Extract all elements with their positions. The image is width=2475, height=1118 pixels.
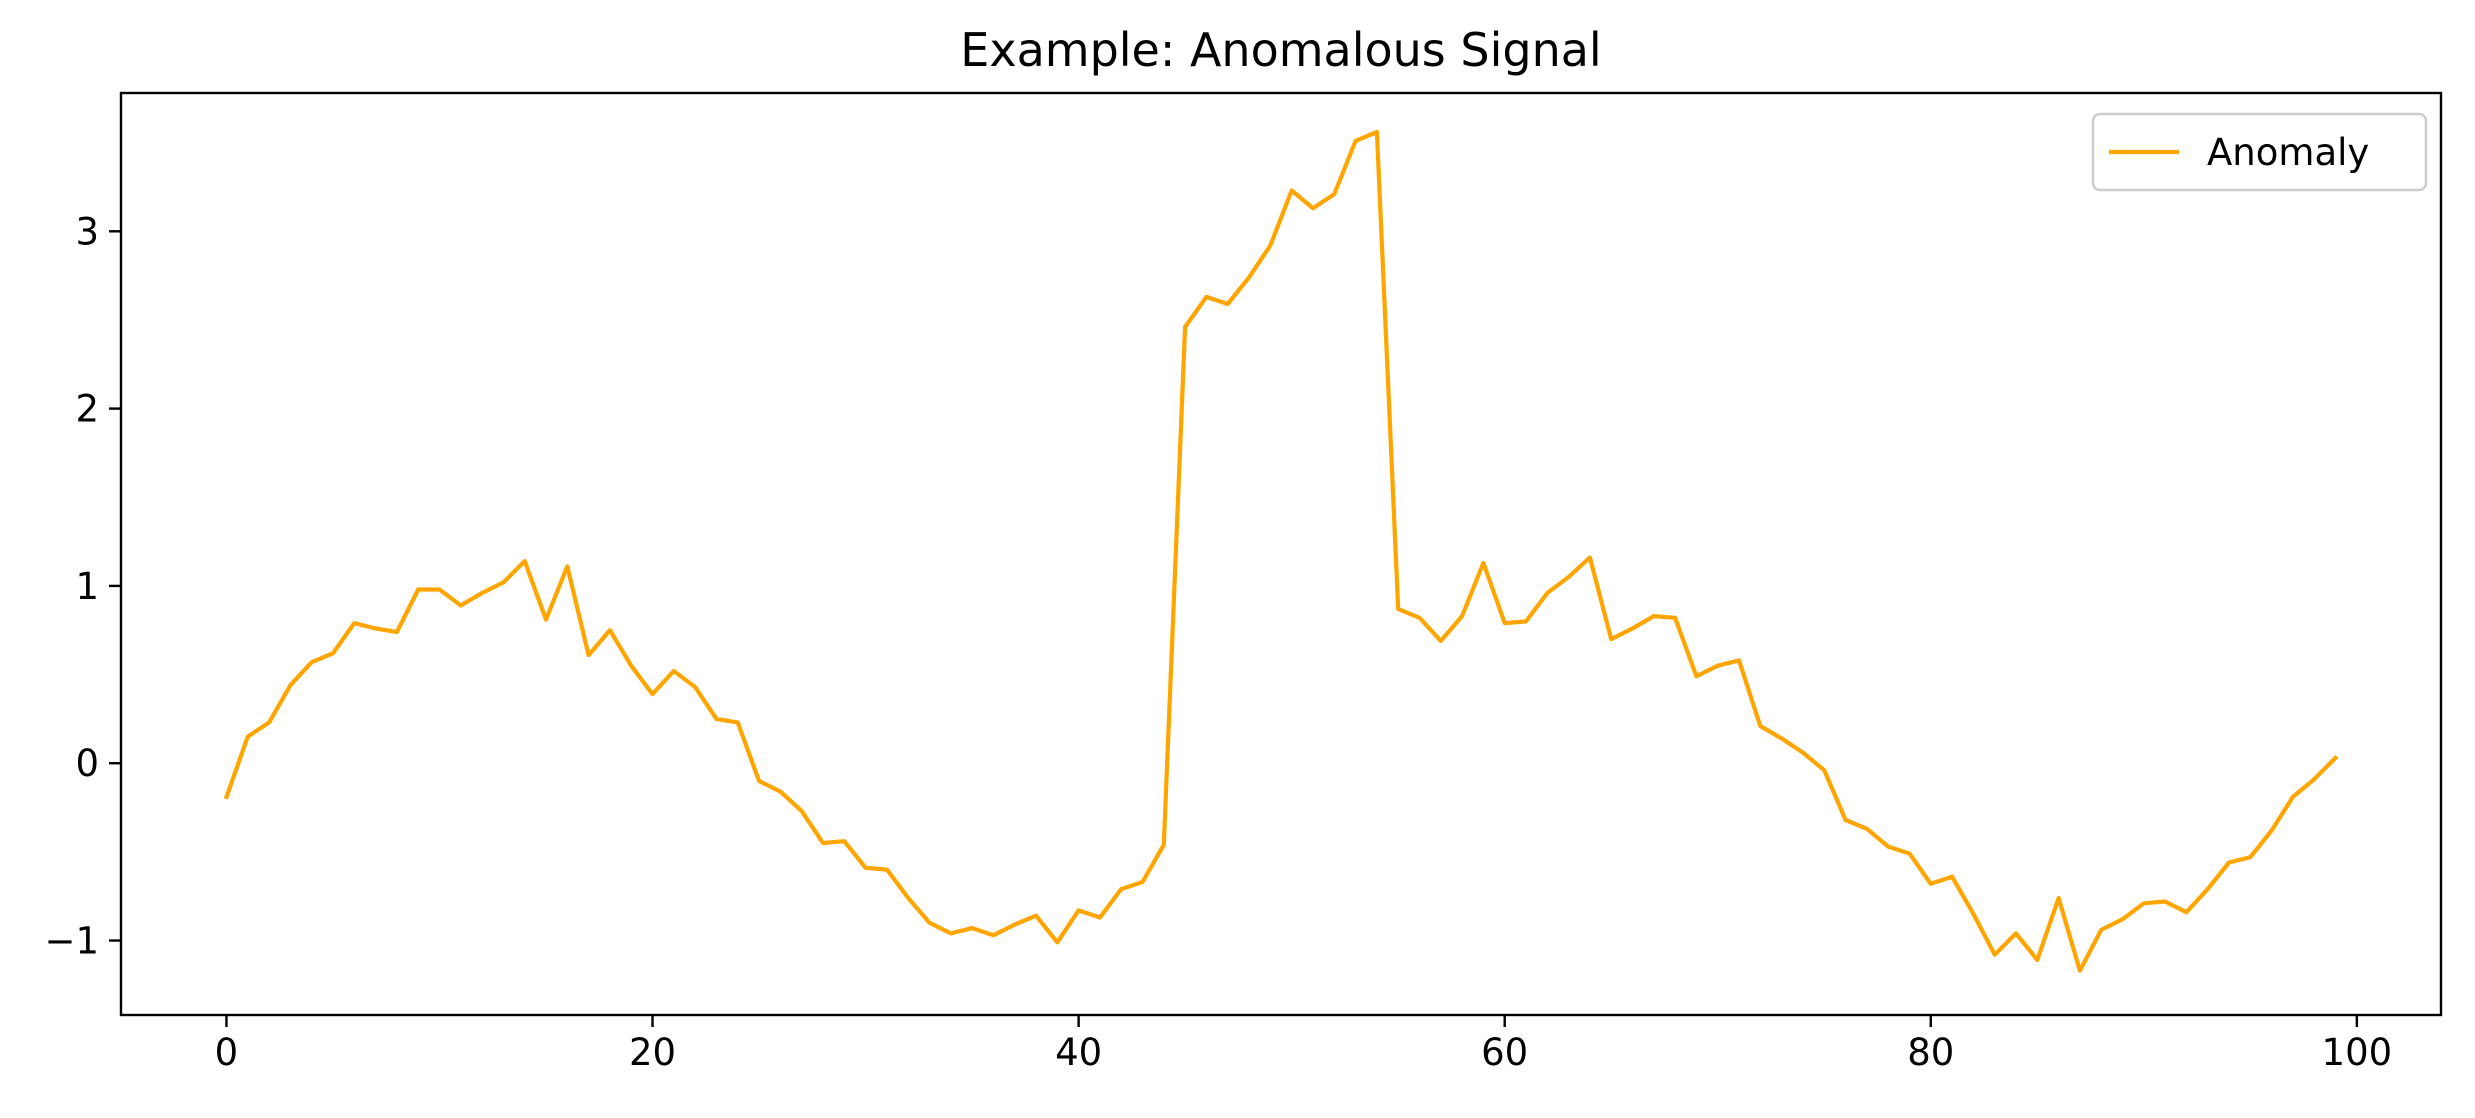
x-tick-label: 60 [1481, 1031, 1528, 1074]
plot-series [223, 129, 2339, 973]
x-tick-label: 100 [2322, 1031, 2393, 1074]
legend: Anomaly [2091, 112, 2428, 192]
x-tick-label: 0 [215, 1031, 239, 1074]
y-tick-label: −1 [44, 920, 99, 963]
legend-label: Anomaly [2207, 131, 2369, 174]
x-tick-label: 80 [1907, 1031, 1954, 1074]
series-line [223, 129, 2339, 973]
y-tick-label: 1 [75, 565, 99, 608]
x-axis: 0 20 40 60 80 100 [215, 1015, 2392, 1074]
x-tick-label: 20 [629, 1031, 676, 1074]
y-tick-label: 2 [75, 388, 99, 431]
plot-frame [119, 91, 2443, 1017]
y-axis: −1 0 1 2 3 [44, 210, 121, 963]
y-tick-label: 3 [75, 210, 99, 253]
legend-box [2091, 112, 2428, 192]
y-tick-label: 0 [75, 742, 99, 785]
chart-title: Example: Anomalous Signal [960, 23, 1601, 77]
x-tick-label: 40 [1055, 1031, 1102, 1074]
